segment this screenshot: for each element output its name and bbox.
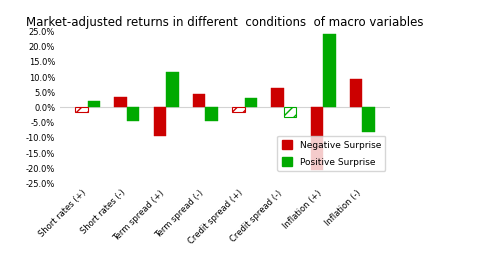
Bar [350,79,362,107]
Bar [362,107,375,132]
Bar [310,107,323,170]
Bar [193,94,205,107]
Bar [284,107,296,117]
Bar [166,73,178,107]
Bar [323,35,336,107]
Bar [75,107,88,112]
Bar [244,98,257,107]
Bar [88,101,100,107]
Bar [127,107,140,121]
Bar [232,107,244,112]
Bar [272,88,284,107]
Bar [114,97,127,107]
Bar [154,107,166,136]
Legend: Negative Surprise, Positive Surprise: Negative Surprise, Positive Surprise [277,136,386,171]
Title: Market-adjusted returns in different  conditions  of macro variables: Market-adjusted returns in different con… [26,16,424,29]
Bar [206,107,218,121]
